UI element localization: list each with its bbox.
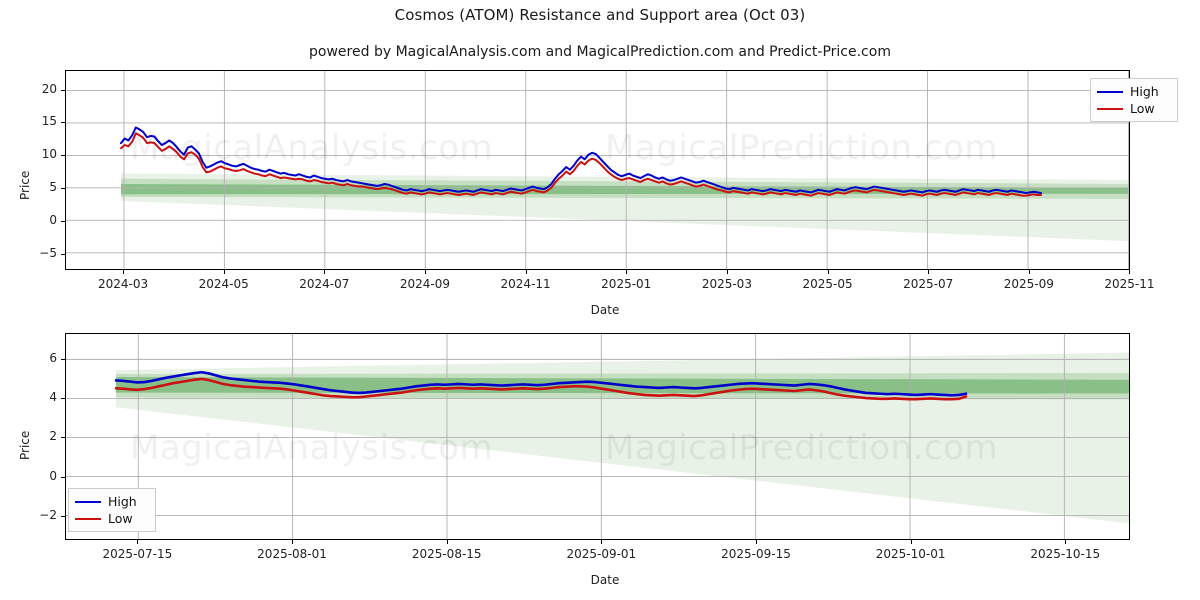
xtick-mark: [1129, 270, 1131, 274]
ytick-mark: [61, 437, 65, 439]
xtick-mark: [223, 270, 225, 274]
legend-row-high: High: [75, 493, 148, 510]
legend-row-low: Low: [1097, 100, 1170, 117]
xtick-label: 2025-03: [701, 277, 752, 291]
xtick-mark: [626, 270, 628, 274]
legend-line-low-icon: [1097, 107, 1123, 110]
ytick-label: 20: [41, 81, 57, 96]
ytick-label: −5: [39, 245, 57, 260]
xtick-mark: [601, 540, 603, 544]
legend-line-high-icon: [1097, 90, 1123, 93]
ytick-label: 4: [49, 390, 57, 405]
xtick-label: 2025-08-01: [257, 547, 327, 561]
xtick-mark: [726, 270, 728, 274]
legend-line-low-icon: [75, 517, 101, 520]
ytick-mark: [61, 89, 65, 91]
page-subtitle: powered by MagicalAnalysis.com and Magic…: [309, 44, 891, 60]
legend-label-high: High: [108, 494, 137, 509]
main-chart-plot-area: [65, 70, 1130, 270]
zoom-chart-panel: Price MagicalAnalysis.com MagicalPredict…: [0, 320, 1200, 600]
xtick-mark: [755, 540, 757, 544]
ytick-label: 0: [49, 212, 57, 227]
ytick-mark: [61, 358, 65, 360]
legend-label-high: High: [1130, 84, 1159, 99]
ytick-mark: [61, 220, 65, 222]
xtick-mark: [292, 540, 294, 544]
ytick-label: 10: [41, 147, 57, 162]
page-title: Cosmos (ATOM) Resistance and Support are…: [394, 6, 806, 24]
main-chart-panel: Price MagicalAnalysis.com MagicalPredict…: [18, 70, 1178, 317]
xtick-mark: [123, 270, 125, 274]
xtick-label: 2025-07-15: [102, 547, 173, 561]
xtick-label: 2025-05: [802, 277, 853, 291]
main-chart-canvas: [66, 71, 1129, 269]
xtick-mark: [928, 270, 930, 274]
xtick-label: 2025-09-01: [566, 547, 637, 561]
watermark-right-top: MagicalPrediction.com: [605, 128, 998, 168]
ytick-mark: [61, 253, 65, 255]
xtick-mark: [446, 540, 448, 544]
ytick-mark: [61, 188, 65, 190]
xtick-label: 2024-05: [198, 277, 249, 291]
ytick-mark: [61, 476, 65, 478]
zoom-chart-legend: High Low: [68, 488, 156, 532]
legend-row-low: Low: [75, 510, 148, 527]
xtick-label: 2024-09: [399, 277, 451, 291]
xtick-mark: [137, 540, 139, 544]
xtick-mark: [324, 270, 326, 274]
xtick-label: 2025-01: [601, 277, 652, 291]
watermark-left-top: MagicalAnalysis.com: [130, 128, 494, 168]
legend-row-high: High: [1097, 83, 1170, 100]
xtick-label: 2024-11: [500, 277, 551, 291]
legend-line-high-icon: [75, 500, 101, 503]
ytick-label: 0: [49, 468, 57, 483]
ytick-label: −2: [39, 508, 57, 523]
zoom-chart-canvas: [66, 334, 1129, 539]
ytick-label: 5: [49, 180, 57, 195]
zoom-chart-plot-area: [65, 333, 1130, 540]
xtick-label: 2025-09: [1003, 277, 1054, 291]
watermark-left-bottom: MagicalAnalysis.com: [130, 428, 494, 468]
xtick-mark: [1065, 540, 1067, 544]
xtick-mark: [424, 270, 426, 274]
xtick-label: 2025-11: [1104, 277, 1155, 291]
xtick-label: 2025-08-15: [411, 547, 482, 561]
xtick-label: 2024-07: [299, 277, 350, 291]
zoom-chart-xlabel: Date: [590, 573, 620, 587]
xtick-mark: [1028, 270, 1030, 274]
legend-label-low: Low: [108, 511, 133, 526]
ytick-label: 2: [49, 429, 57, 444]
xtick-mark: [827, 270, 829, 274]
xtick-label: 2025-07: [903, 277, 954, 291]
ytick-mark: [61, 122, 65, 124]
ytick-mark: [61, 398, 65, 400]
xtick-mark: [525, 270, 527, 274]
ytick-label: 15: [41, 114, 57, 129]
main-chart-xlabel: Date: [590, 303, 620, 317]
xtick-label: 2025-10-15: [1030, 547, 1101, 561]
ytick-mark: [61, 155, 65, 157]
xtick-label: 2025-09-15: [721, 547, 791, 561]
ytick-mark: [61, 516, 65, 518]
xtick-label: 2025-10-01: [875, 547, 946, 561]
legend-label-low: Low: [1130, 101, 1155, 116]
xtick-label: 2024-03: [97, 277, 149, 291]
watermark-right-bottom: MagicalPrediction.com: [605, 428, 998, 468]
ytick-label: 6: [49, 350, 57, 365]
xtick-mark: [910, 540, 912, 544]
main-chart-legend: High Low: [1090, 78, 1178, 122]
